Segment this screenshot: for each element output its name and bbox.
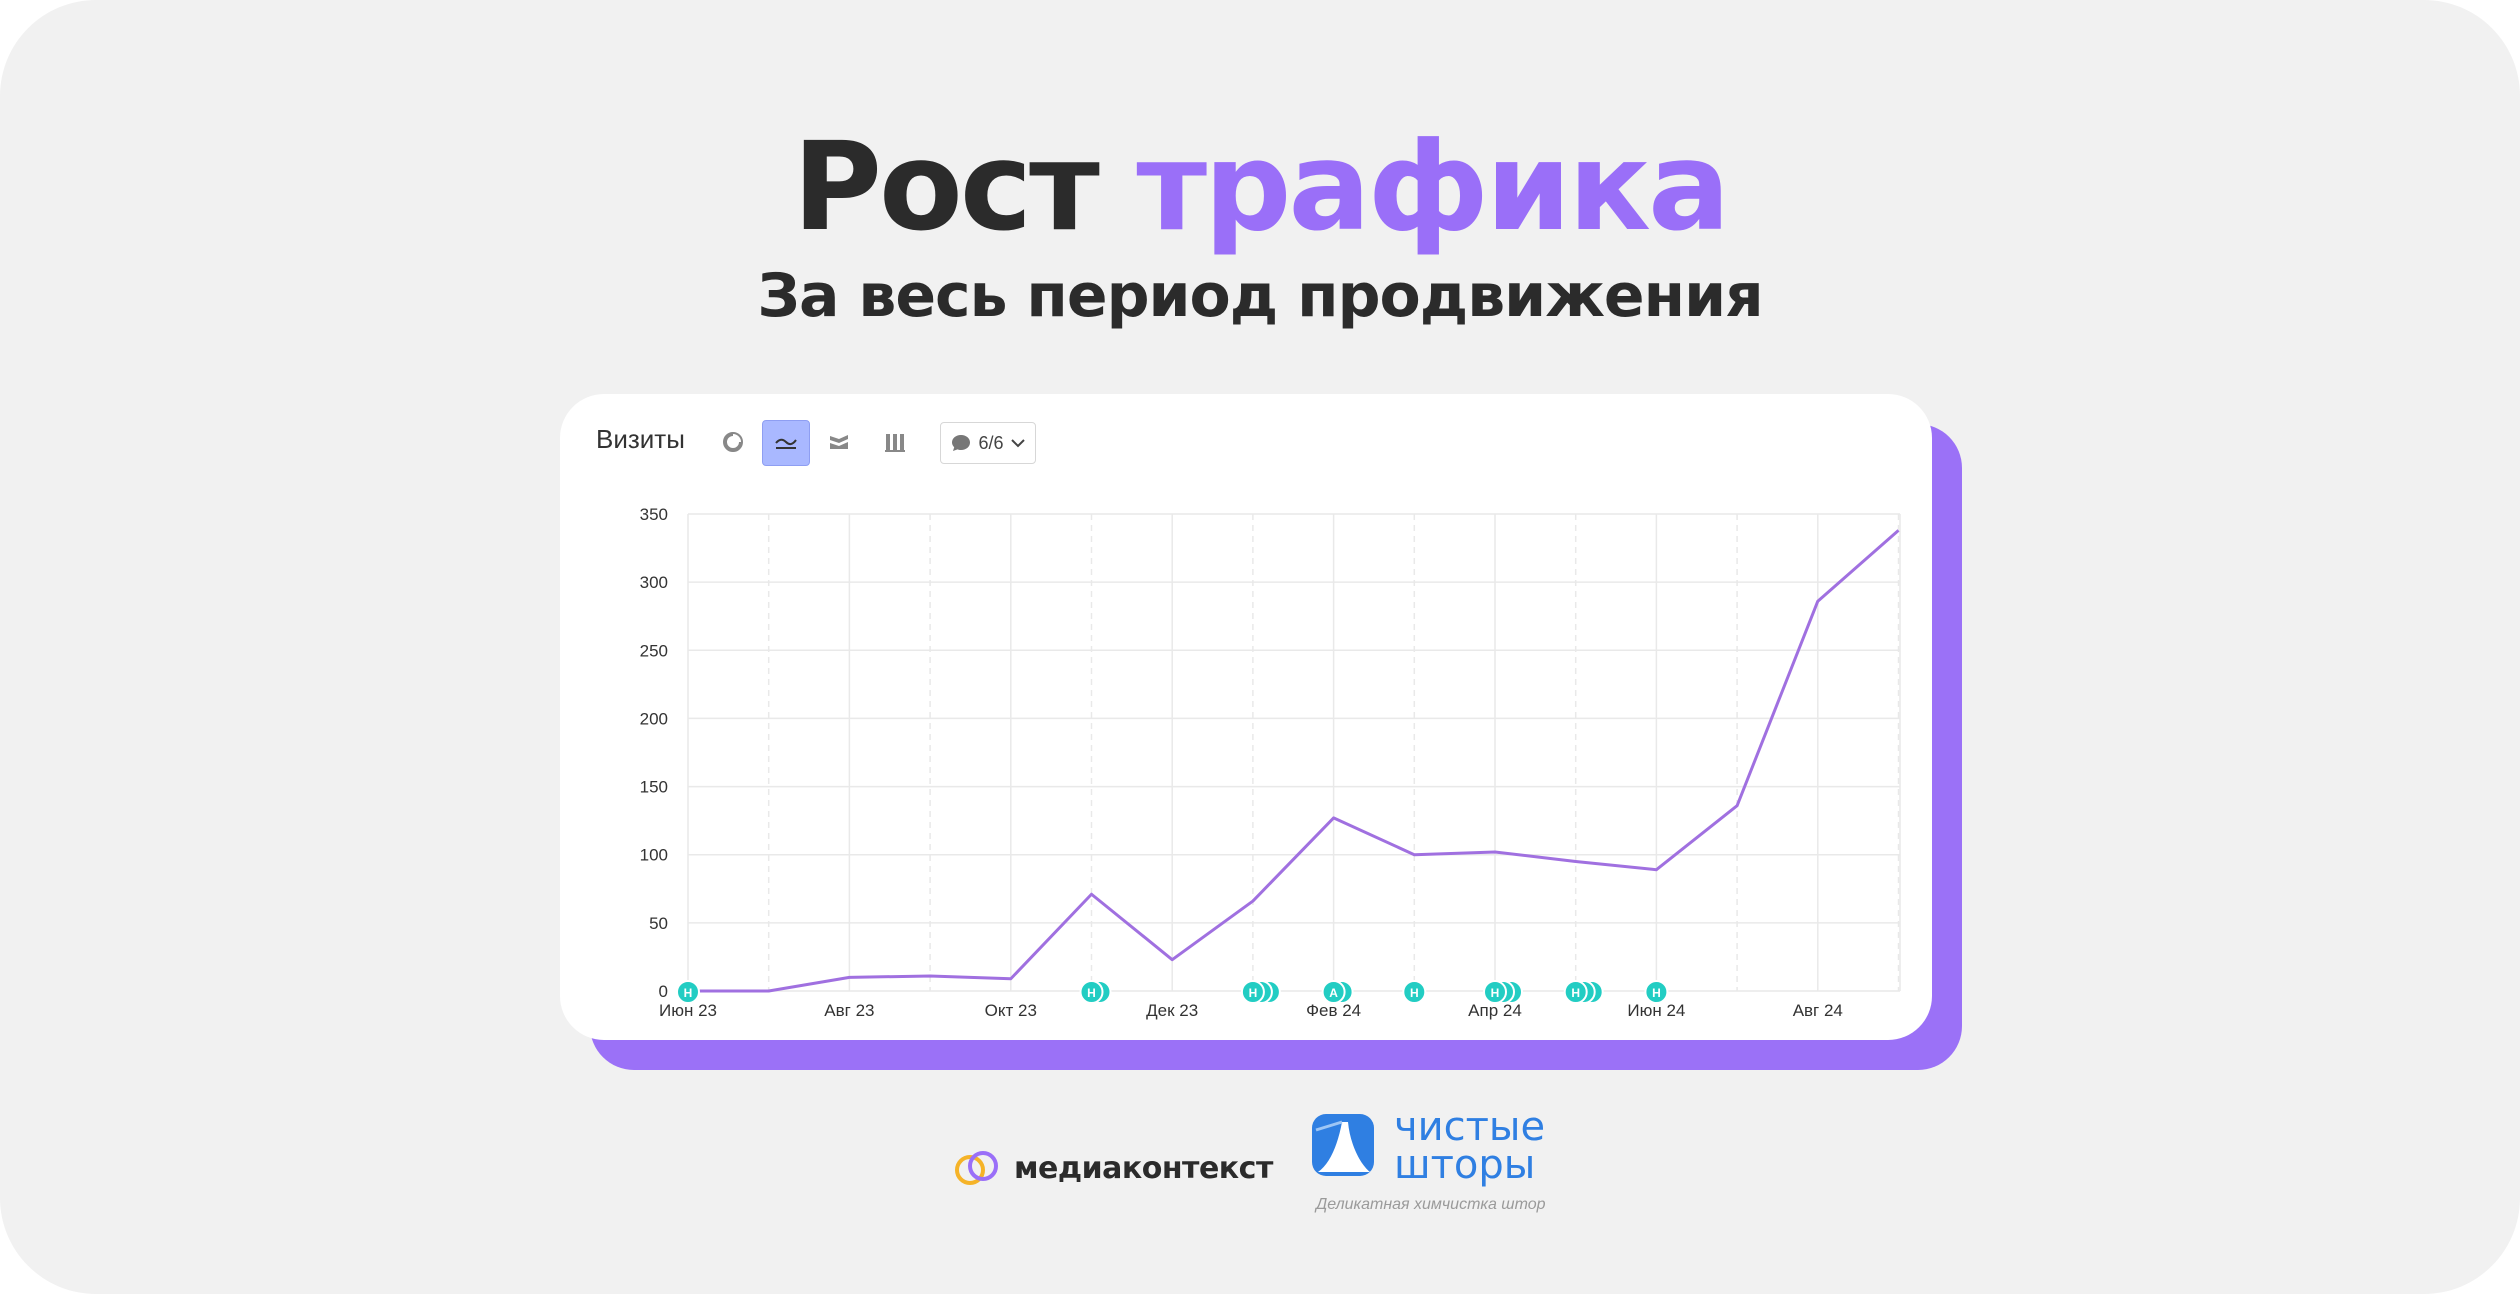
y-tick-label: 250 xyxy=(640,641,668,660)
bar-chart-icon xyxy=(885,434,905,452)
chevron-down-icon xyxy=(1010,439,1025,448)
annotation-marker xyxy=(1321,980,1346,1004)
comment-icon xyxy=(952,435,971,451)
x-tick-label: Апр 24 xyxy=(1468,1001,1522,1020)
page-subtitle: За весь период продвижения xyxy=(757,261,1763,331)
annotation-letter: Н xyxy=(1249,986,1258,1000)
comments-filter-dropdown[interactable]: 6/6 xyxy=(940,422,1036,464)
brand-tagline: Деликатная химчистка штор xyxy=(1316,1196,1546,1213)
line-chart-button[interactable] xyxy=(762,420,810,466)
pie-chart-button[interactable] xyxy=(710,420,756,464)
annotation-letter: Н xyxy=(1087,986,1096,1000)
page-title: Рост трафика xyxy=(0,112,2520,262)
line-chart-icon xyxy=(775,438,797,449)
mediacontext-wordmark: медиаконтекст xyxy=(1014,1150,1273,1186)
pie-chart-icon xyxy=(723,432,743,452)
comments-count: 6/6 xyxy=(978,432,1004,453)
stacked-area-icon xyxy=(830,435,848,449)
y-tick-label: 300 xyxy=(640,573,668,592)
area-chart-button[interactable] xyxy=(816,420,862,464)
annotation-marker xyxy=(1402,980,1427,1004)
annotation-letter: Н xyxy=(1571,986,1580,1000)
annotation-marker xyxy=(1483,980,1507,1004)
brand-wordmark: чистые шторы xyxy=(1394,1104,1546,1188)
y-tick-label: 100 xyxy=(640,846,668,865)
mediacontext-rings-icon xyxy=(955,1151,998,1185)
annotation-letter: Н xyxy=(684,986,693,1000)
y-tick-label: 350 xyxy=(640,505,668,524)
x-tick-label: Июн 23 xyxy=(659,1001,717,1020)
curtain-logo-icon xyxy=(1312,1114,1374,1176)
annotation-marker xyxy=(1079,980,1104,1004)
x-tick-label: Фев 24 xyxy=(1306,1001,1361,1020)
line-chart: 0 50 100 150 200 250 300 350 Июн 23 Авг 23 Окт 23 Д… xyxy=(640,505,1901,1020)
x-tick-label: Авг 24 xyxy=(1793,1001,1843,1020)
title-part-accent: трафика xyxy=(1136,116,1730,258)
annotation-marker xyxy=(1644,980,1669,1004)
x-tick-label: Июн 24 xyxy=(1627,1001,1685,1020)
metric-label: Визиты xyxy=(596,424,685,454)
x-tick-label: Авг 23 xyxy=(824,1001,874,1020)
chistye-shtory-logo: чистые шторы Деликатная химчистка штор xyxy=(1312,1107,1546,1213)
y-tick-label: 150 xyxy=(640,778,668,797)
y-tick-label: 0 xyxy=(659,982,668,1001)
annotation-letter: Н xyxy=(1491,986,1500,1000)
x-tick-label: Дек 23 xyxy=(1146,1001,1198,1020)
annotation-letter: А xyxy=(1329,986,1338,1000)
bar-chart-button[interactable] xyxy=(872,420,918,464)
annotation-marker xyxy=(676,980,700,1004)
mediacontext-logo: медиаконтекст xyxy=(952,1140,1273,1196)
annotation-letter: Н xyxy=(1410,986,1419,1000)
x-tick-label: Окт 23 xyxy=(985,1001,1037,1020)
annotation-marker xyxy=(1240,980,1265,1004)
annotation-marker xyxy=(1563,980,1588,1004)
series-line xyxy=(688,529,1900,993)
title-part-dark: Рост xyxy=(792,116,1100,258)
y-tick-label: 50 xyxy=(649,914,668,933)
annotation-letter: Н xyxy=(1652,986,1661,1000)
chart-card: Визиты xyxy=(560,394,1932,1040)
y-tick-label: 200 xyxy=(640,709,668,728)
